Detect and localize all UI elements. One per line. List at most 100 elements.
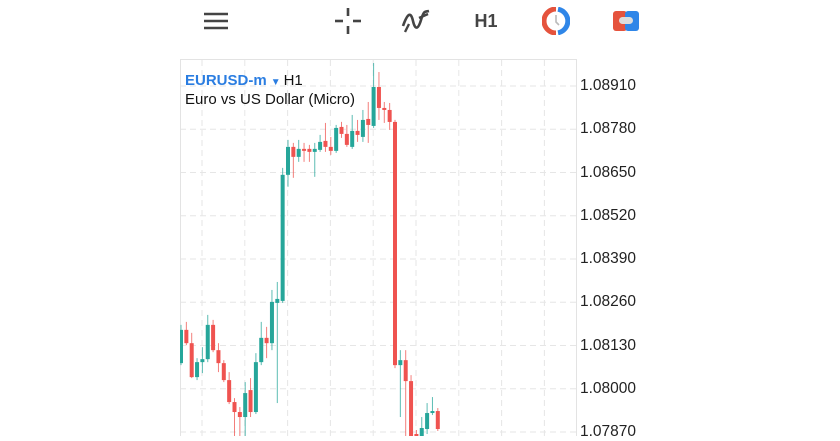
trade-button[interactable] xyxy=(608,0,644,42)
candle-body xyxy=(296,148,301,157)
candle-body xyxy=(382,107,387,110)
candle-bearish xyxy=(376,72,381,120)
price-tick-label: 1.08650 xyxy=(580,163,637,181)
candle-body xyxy=(339,126,344,134)
chart-frame xyxy=(180,59,577,436)
candle-body xyxy=(376,86,381,108)
price-tick-label: 1.08520 xyxy=(580,206,637,224)
candle-body xyxy=(387,109,392,122)
candle-body xyxy=(430,411,435,414)
candle-body xyxy=(280,174,285,301)
candle-body xyxy=(275,298,280,303)
candle-body xyxy=(403,360,408,382)
candle-body xyxy=(243,393,248,418)
symbol-name[interactable]: EURUSD-m xyxy=(185,72,267,89)
trade-toggle-icon xyxy=(613,11,639,31)
price-tick-label: 1.08780 xyxy=(580,120,637,138)
candle-bullish xyxy=(430,397,435,416)
candle-bearish xyxy=(237,407,242,436)
candle-bullish xyxy=(398,350,403,418)
candle-body xyxy=(435,411,440,430)
candle-bullish xyxy=(195,358,200,381)
candle-bullish xyxy=(312,142,317,177)
candle-bullish xyxy=(360,109,365,142)
indicator-icon xyxy=(401,9,430,33)
candle-body xyxy=(237,412,242,418)
candle-bullish xyxy=(425,403,430,434)
candle-body xyxy=(269,301,274,344)
candle-bearish xyxy=(307,144,312,162)
candle-body xyxy=(360,119,365,137)
candle-body xyxy=(221,363,226,381)
price-tick-label: 1.07870 xyxy=(580,423,637,440)
candle-body xyxy=(414,433,419,436)
symbol-label[interactable]: EURUSD-m ▼ H1 xyxy=(185,72,303,89)
candle-body xyxy=(291,146,296,157)
candle-body xyxy=(398,360,403,366)
candle-body xyxy=(259,337,264,363)
candle-body xyxy=(334,127,339,151)
indicators-button[interactable] xyxy=(398,0,434,42)
candle-bullish xyxy=(259,321,264,366)
candle-bullish xyxy=(269,289,274,351)
candle-body xyxy=(323,140,328,147)
chart-grid xyxy=(180,60,577,436)
candle-body xyxy=(227,380,232,403)
candle-bullish xyxy=(318,134,323,152)
candle-body xyxy=(328,146,333,151)
price-tick-label: 1.08910 xyxy=(580,77,637,94)
candle-bearish xyxy=(323,122,328,152)
candle-body xyxy=(286,146,290,175)
symbol-dropdown-icon[interactable]: ▼ xyxy=(270,77,281,88)
symbol-timeframe: H1 xyxy=(283,72,303,89)
candle-bearish xyxy=(414,430,419,436)
candle-bullish xyxy=(350,114,355,149)
candle-body xyxy=(211,324,216,351)
candle-bearish xyxy=(403,350,408,436)
candle-bearish xyxy=(184,321,189,346)
candle-body xyxy=(312,148,317,152)
candle-bearish xyxy=(328,136,333,155)
candle-bearish xyxy=(216,343,221,373)
candle-bearish xyxy=(248,378,253,418)
candle-body xyxy=(302,148,307,151)
candle-bullish xyxy=(180,324,183,366)
candle-body xyxy=(248,390,253,413)
candle-bearish xyxy=(387,102,392,130)
candle-bearish xyxy=(435,408,440,432)
price-tick-label: 1.08390 xyxy=(580,250,637,267)
candle-bullish xyxy=(296,139,301,162)
price-tick-label: 1.08260 xyxy=(580,293,637,311)
candle-bullish xyxy=(286,139,290,187)
candle-body xyxy=(366,118,371,125)
timeframe-button[interactable]: H1 xyxy=(474,10,498,31)
candle-body xyxy=(371,86,376,126)
candle-bearish xyxy=(264,326,269,359)
candle-body xyxy=(307,148,312,152)
candle-bullish xyxy=(371,63,376,128)
candle-bullish xyxy=(253,353,258,415)
crosshair-button[interactable] xyxy=(330,0,366,42)
candle-bullish xyxy=(243,382,248,436)
candle-bullish xyxy=(334,124,339,153)
clock-circle-icon xyxy=(542,7,570,35)
symbol-description: Euro vs US Dollar (Micro) xyxy=(185,91,356,108)
candle-bearish xyxy=(355,119,360,142)
candle-bearish xyxy=(339,121,344,138)
candle-body xyxy=(350,130,355,147)
candle-body xyxy=(232,402,237,413)
objects-button[interactable] xyxy=(538,0,574,42)
candle-bearish xyxy=(211,319,216,353)
menu-button[interactable] xyxy=(198,0,234,42)
candle-bearish xyxy=(189,332,194,379)
candle-body xyxy=(419,428,424,436)
candle-bearish xyxy=(366,101,371,143)
candle-bearish xyxy=(221,360,226,383)
candle-bearish xyxy=(344,124,349,147)
candle-bullish xyxy=(280,167,285,303)
candle-body xyxy=(195,362,200,378)
candle-bearish xyxy=(227,372,232,405)
candle-body xyxy=(253,362,258,413)
candle-body xyxy=(205,324,210,360)
